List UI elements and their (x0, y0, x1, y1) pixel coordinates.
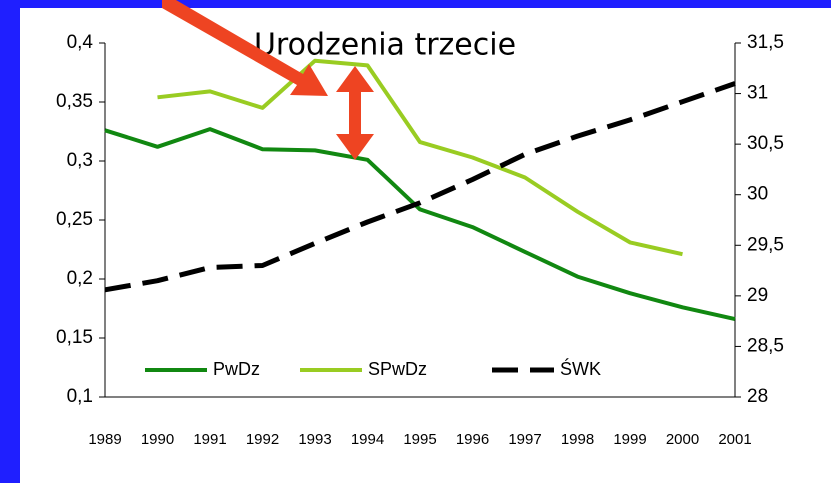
y2-tick-label: 31 (747, 83, 768, 104)
legend-label: ŚWK (560, 358, 601, 379)
x-tick-label: 1991 (193, 431, 226, 448)
x-tick-label: 2000 (666, 431, 699, 448)
x-tick-label: 1999 (613, 431, 646, 448)
y2-tick-label: 28,5 (747, 335, 784, 356)
y2-tick-label: 31,5 (747, 32, 784, 53)
x-tick-label: 1992 (246, 431, 279, 448)
y-tick-label: 0,25 (56, 209, 93, 230)
y-tick-label: 0,15 (56, 327, 93, 348)
pointer-arrow (162, 0, 328, 96)
y2-tick-label: 28 (747, 386, 768, 407)
frame-left (0, 0, 20, 483)
x-tick-label: 1997 (508, 431, 541, 448)
x-tick-label: 2001 (718, 431, 751, 448)
double-arrow (336, 66, 374, 160)
y2-tick-label: 29 (747, 285, 768, 306)
x-tick-label: 1995 (403, 431, 436, 448)
legend-label: PwDz (213, 359, 260, 379)
y-tick-label: 0,4 (67, 32, 94, 53)
x-tick-label: 1989 (88, 431, 121, 448)
y2-tick-label: 30,5 (747, 133, 784, 154)
x-tick-label: 1994 (351, 431, 384, 448)
annotation-arrows (162, 0, 374, 160)
y2-tick-label: 29,5 (747, 234, 784, 255)
legend-label: SPwDz (368, 359, 427, 379)
y-tick-label: 0,2 (67, 268, 93, 289)
y-tick-label: 0,35 (56, 91, 93, 112)
series-line (104, 81, 736, 293)
frame-top (0, 0, 831, 8)
x-tick-label: 1993 (298, 431, 331, 448)
chart-title: Urodzenia trzecie (254, 28, 516, 63)
x-tick-label: 1996 (456, 431, 489, 448)
y-tick-label: 0,1 (67, 386, 93, 407)
y-tick-label: 0,3 (67, 150, 93, 171)
series-line (104, 127, 736, 322)
x-tick-label: 1998 (561, 431, 594, 448)
x-tick-label: 1990 (141, 431, 174, 448)
plot: 0,1 0,15 0,2 0,25 0,3 0,35 0,4 28 28,5 29 29,5 30 30… (56, 32, 784, 448)
y2-tick-label: 30 (747, 184, 768, 205)
series-line (157, 58, 683, 257)
